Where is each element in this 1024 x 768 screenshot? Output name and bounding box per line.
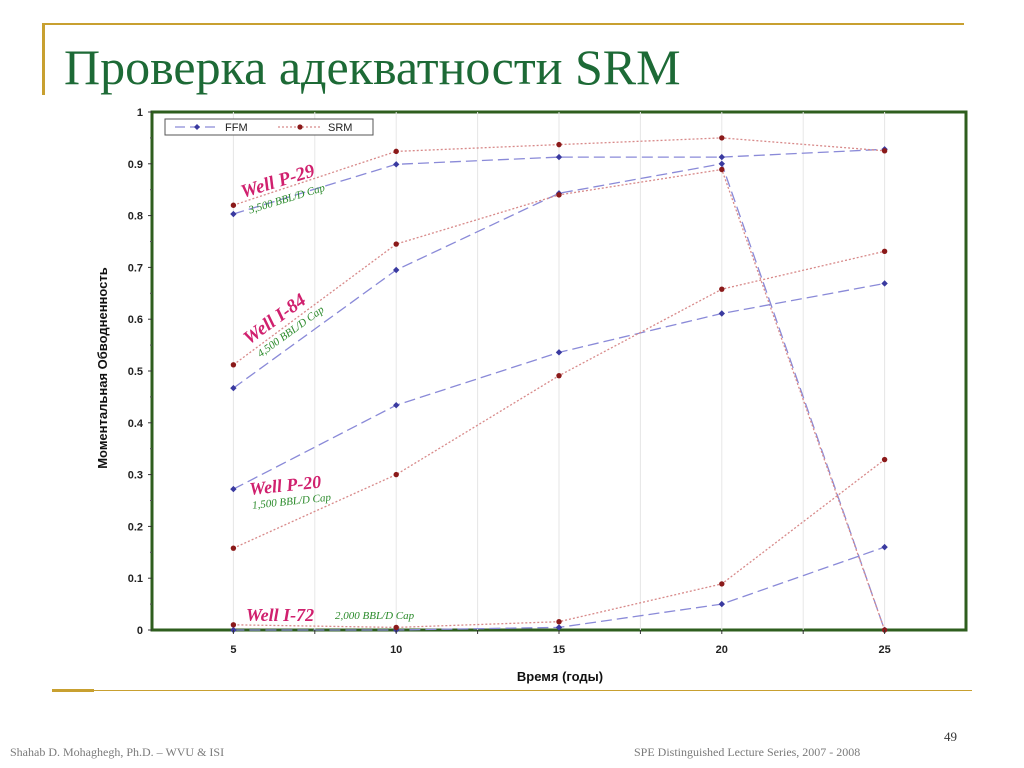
y-tick-label: 1 <box>137 107 143 119</box>
data-point-srm-well-i-84 <box>556 192 562 198</box>
bottom-accent-line <box>52 690 972 691</box>
data-point-srm-well-p-29 <box>230 202 237 208</box>
legend-srm-label: SRM <box>328 122 352 134</box>
annotation-i72: Well I-72 2,000 BBL/D Cap <box>246 605 415 625</box>
data-point-srm-well-i-84 <box>230 362 237 368</box>
y-tick-label: 0.4 <box>128 418 144 430</box>
y-tick-label: 0.1 <box>128 573 143 585</box>
left-accent-bar <box>42 23 45 95</box>
data-point-ffm-well-i-84 <box>393 266 400 274</box>
x-axis-label: Время (годы) <box>517 669 603 684</box>
data-point-ffm-well-p-20 <box>881 280 888 287</box>
legend-box <box>164 118 374 136</box>
legend-ffm-label: FFM <box>225 122 248 134</box>
data-point-ffm-well-p-20 <box>230 485 237 493</box>
data-point-srm-well-p-29 <box>719 135 725 141</box>
data-point-ffm-well-p-29 <box>393 161 400 168</box>
legend-ffm-marker <box>194 124 200 130</box>
data-point-ffm-well-i-72 <box>718 600 725 608</box>
data-point-ffm-well-i-84 <box>718 160 725 167</box>
y-tick-label: 0.3 <box>128 470 143 482</box>
legend-srm-marker <box>297 124 303 130</box>
x-tick-label: 20 <box>716 644 728 656</box>
y-tick-label: 0.8 <box>128 211 143 223</box>
page-number: 49 <box>944 729 957 744</box>
data-point-srm-well-p-20 <box>881 248 888 255</box>
series-line-ffm-well-p-29 <box>233 148 885 215</box>
slide-title: Проверка адекватности SRM <box>64 39 681 95</box>
data-point-srm-well-p-29 <box>881 148 888 154</box>
data-point-ffm-well-p-20 <box>555 349 563 356</box>
y-tick-label: 0 <box>137 625 143 637</box>
x-tick-label: 5 <box>230 644 236 656</box>
data-point-srm-well-i-84 <box>393 241 399 247</box>
data-point-ffm-well-p-29 <box>718 153 725 161</box>
data-point-srm-well-p-20 <box>556 372 562 379</box>
y-tick-label: 0.9 <box>128 159 143 171</box>
data-point-ffm-well-i-84 <box>230 384 237 392</box>
data-point-ffm-well-p-20 <box>718 310 725 317</box>
x-tick-label: 15 <box>553 644 565 656</box>
data-point-srm-well-p-20 <box>230 545 237 551</box>
x-tick-label: 25 <box>878 644 890 656</box>
data-point-ffm-well-p-20 <box>393 401 400 409</box>
data-point-srm-well-p-20 <box>719 286 725 292</box>
data-point-srm-well-i-72 <box>719 581 725 587</box>
series-line-ffm-well-i-84 <box>233 163 886 631</box>
y-tick-label: 0.6 <box>128 314 143 326</box>
data-point-srm-well-i-72 <box>556 619 562 625</box>
legend: FFM SRM <box>164 118 374 136</box>
data-point-srm-well-i-72 <box>230 622 237 628</box>
top-accent-line <box>44 23 964 25</box>
annotation-i72-name: Well I-72 <box>246 605 314 625</box>
data-point-ffm-well-p-29 <box>230 210 237 218</box>
y-tick-label: 0.5 <box>128 366 143 378</box>
y-tick-label: 0.7 <box>128 262 143 274</box>
footer-author: Shahab D. Mohaghegh, Ph.D. – WVU & ISI <box>10 745 225 759</box>
data-point-srm-well-p-29 <box>556 141 562 148</box>
footer-series: SPE Distinguished Lecture Series, 2007 -… <box>634 745 861 759</box>
data-point-srm-well-i-72 <box>393 624 399 631</box>
data-point-srm-well-p-29 <box>393 148 399 155</box>
bottom-accent-stub <box>52 689 94 692</box>
data-point-srm-well-p-20 <box>393 471 399 478</box>
y-axis-label: Моментальная Обводненность <box>95 267 110 469</box>
annotation-i72-cap: 2,000 BBL/D Cap <box>335 610 415 622</box>
x-tick-label: 10 <box>390 644 402 656</box>
data-point-srm-well-i-84 <box>719 166 725 173</box>
data-point-ffm-well-p-29 <box>555 153 563 161</box>
data-point-ffm-well-i-72 <box>555 624 563 631</box>
data-point-srm-well-i-72 <box>881 456 888 463</box>
data-point-ffm-well-i-72 <box>881 543 888 551</box>
y-tick-label: 0.2 <box>128 521 143 533</box>
